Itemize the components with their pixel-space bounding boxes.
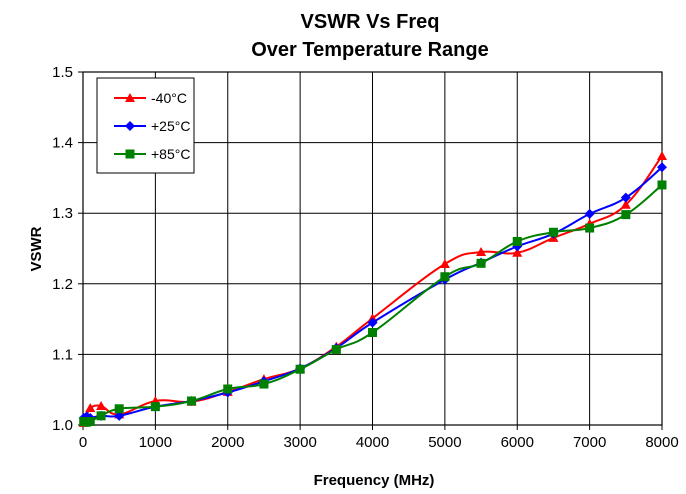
data-point — [584, 208, 595, 219]
legend-label: -40°C — [151, 90, 187, 106]
data-point — [657, 162, 667, 173]
x-tick-label: 1000 — [139, 434, 172, 451]
y-tick-label: 1.1 — [52, 346, 73, 363]
data-point — [96, 411, 106, 421]
data-point — [620, 199, 631, 209]
series-layer — [78, 151, 667, 427]
y-tick-label: 1.0 — [52, 417, 73, 434]
x-tick-label: 3000 — [283, 434, 316, 451]
data-point — [114, 410, 125, 421]
y-tick-label: 1.2 — [52, 276, 73, 293]
x-tick-label: 2000 — [211, 434, 244, 451]
data-point — [295, 364, 305, 374]
data-point — [187, 396, 197, 406]
data-point — [439, 259, 450, 269]
x-tick-label: 8000 — [645, 434, 678, 451]
data-point — [512, 236, 522, 246]
data-point — [96, 400, 107, 410]
chart-subtitle: Over Temperature Range — [251, 39, 489, 61]
legend-marker — [125, 149, 135, 159]
legend-label: +25°C — [151, 118, 190, 134]
x-tick-label: 7000 — [573, 434, 606, 451]
data-point — [585, 223, 595, 233]
data-point — [223, 384, 233, 394]
legend-item: +85°C — [114, 146, 190, 162]
legend-marker — [125, 93, 135, 102]
data-point — [476, 247, 487, 257]
legend-marker — [125, 121, 135, 131]
x-tick-label: 6000 — [501, 434, 534, 451]
y-tick-label: 1.4 — [52, 135, 73, 152]
series-2 — [79, 180, 667, 427]
x-tick-label: 5000 — [428, 434, 461, 451]
data-point — [548, 227, 558, 237]
legend-item: -40°C — [114, 90, 187, 106]
chart-title: VSWR Vs Freq — [301, 11, 440, 33]
x-axis-title: Frequency (MHz) — [314, 472, 435, 489]
y-axis-title: VSWR — [28, 226, 45, 271]
data-point — [476, 258, 486, 268]
data-point — [150, 402, 160, 412]
data-point — [620, 192, 631, 203]
data-point — [331, 344, 341, 354]
y-tick-label: 1.5 — [52, 64, 73, 81]
x-axis: 0 1000 2000 3000 4000 5000 6000 7000 8000 — [79, 425, 679, 451]
y-tick-label: 1.3 — [52, 205, 73, 222]
data-point — [259, 379, 269, 389]
data-point — [512, 247, 523, 257]
y-axis: 1.0 1.1 1.2 1.3 1.4 1.5 — [52, 64, 83, 434]
data-point — [367, 317, 378, 328]
data-point — [114, 404, 124, 414]
data-point — [368, 328, 377, 338]
data-point — [621, 210, 631, 220]
legend-item: +25°C — [114, 118, 190, 134]
data-point — [657, 151, 667, 161]
data-point — [85, 403, 96, 413]
data-point — [85, 416, 95, 426]
legend: -40°C +25°C +85°C — [96, 77, 195, 174]
x-tick-label: 4000 — [356, 434, 389, 451]
data-point — [440, 272, 450, 282]
legend-label: +85°C — [151, 146, 190, 162]
x-tick-label: 0 — [79, 434, 87, 451]
data-point — [657, 180, 667, 190]
